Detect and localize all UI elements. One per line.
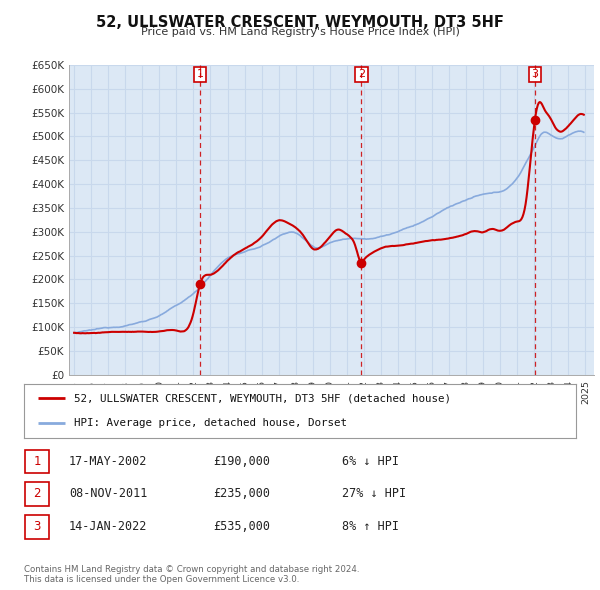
Text: 14-JAN-2022: 14-JAN-2022 (69, 520, 148, 533)
Text: 2: 2 (34, 487, 41, 500)
Text: £535,000: £535,000 (213, 520, 270, 533)
Text: 27% ↓ HPI: 27% ↓ HPI (342, 487, 406, 500)
Text: 17-MAY-2002: 17-MAY-2002 (69, 455, 148, 468)
Text: 3: 3 (532, 70, 539, 80)
Text: Contains HM Land Registry data © Crown copyright and database right 2024.
This d: Contains HM Land Registry data © Crown c… (24, 565, 359, 584)
Text: 1: 1 (196, 70, 203, 80)
Text: 6% ↓ HPI: 6% ↓ HPI (342, 455, 399, 468)
Text: 52, ULLSWATER CRESCENT, WEYMOUTH, DT3 5HF: 52, ULLSWATER CRESCENT, WEYMOUTH, DT3 5H… (96, 15, 504, 30)
Text: 52, ULLSWATER CRESCENT, WEYMOUTH, DT3 5HF (detached house): 52, ULLSWATER CRESCENT, WEYMOUTH, DT3 5H… (74, 393, 451, 403)
Text: £190,000: £190,000 (213, 455, 270, 468)
Text: 3: 3 (34, 520, 41, 533)
Text: 8% ↑ HPI: 8% ↑ HPI (342, 520, 399, 533)
Text: 2: 2 (358, 70, 365, 80)
Text: 08-NOV-2011: 08-NOV-2011 (69, 487, 148, 500)
Text: Price paid vs. HM Land Registry's House Price Index (HPI): Price paid vs. HM Land Registry's House … (140, 27, 460, 37)
Text: HPI: Average price, detached house, Dorset: HPI: Average price, detached house, Dors… (74, 418, 347, 428)
Text: 1: 1 (34, 455, 41, 468)
Text: £235,000: £235,000 (213, 487, 270, 500)
